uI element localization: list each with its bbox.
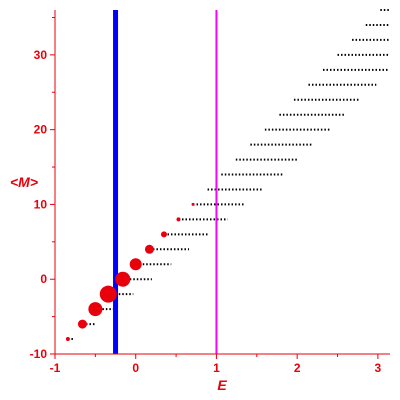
y-tick-label-0: -10	[30, 347, 48, 361]
x-tick-label-1: 0	[132, 361, 139, 375]
marker-9	[191, 202, 195, 206]
marker-0	[65, 337, 70, 342]
vertical-lines	[113, 10, 218, 354]
x-tick-label-0: -1	[50, 361, 61, 375]
x-axis-title: E	[217, 377, 227, 393]
marker-2	[88, 302, 103, 317]
marker-7	[160, 231, 167, 238]
marker-4	[115, 271, 131, 287]
dot-rows	[67, 9, 390, 341]
y-tick-label-4: 30	[34, 48, 48, 62]
marker-8	[176, 217, 181, 222]
x-tick-label-4: 3	[375, 361, 382, 375]
markers	[65, 202, 195, 342]
y-axis-title: <M>	[10, 174, 38, 190]
x-tick-label-3: 2	[294, 361, 301, 375]
y-tick-label-3: 20	[34, 123, 48, 137]
marker-3	[99, 285, 117, 303]
y-tick-label-2: 10	[34, 197, 48, 211]
marker-5	[129, 258, 142, 271]
x-tick-label-2: 1	[213, 361, 220, 375]
y-tick-label-1: 0	[40, 272, 47, 286]
marker-1	[77, 319, 87, 329]
marker-6	[144, 244, 154, 254]
